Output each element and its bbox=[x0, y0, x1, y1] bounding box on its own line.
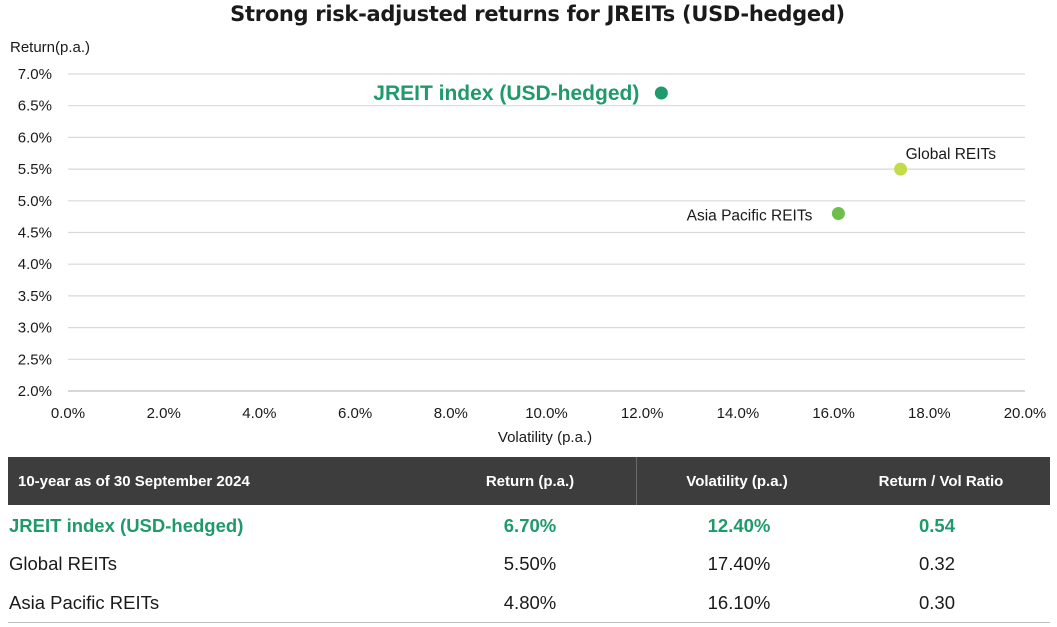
row-volatility: 12.40% bbox=[707, 515, 771, 536]
y-axis-label: Return(p.a.) bbox=[10, 39, 90, 56]
data-point-label: Asia Pacific REITs bbox=[687, 207, 813, 224]
chart-title: Strong risk-adjusted returns for JREITs … bbox=[230, 2, 845, 26]
header-ratio: Return / Vol Ratio bbox=[878, 473, 1004, 490]
x-tick-label: 20.0% bbox=[1004, 405, 1047, 422]
y-tick-label: 7.0% bbox=[18, 66, 52, 83]
x-tick-label: 0.0% bbox=[51, 405, 85, 422]
table-row: Global REITs 5.50% 17.40% 0.32 bbox=[8, 544, 1050, 583]
x-tick-label: 10.0% bbox=[525, 405, 568, 422]
y-tick-label: 3.5% bbox=[18, 288, 52, 305]
x-tick-label: 18.0% bbox=[908, 405, 951, 422]
data-point bbox=[831, 206, 845, 220]
y-tick-label: 4.0% bbox=[18, 256, 52, 273]
table-row: Asia Pacific REITs 4.80% 16.10% 0.30 bbox=[8, 583, 1050, 622]
y-tick-label: 3.0% bbox=[18, 320, 52, 337]
x-axis-label: Volatility (p.a.) bbox=[498, 429, 592, 446]
y-tick-label: 4.5% bbox=[18, 225, 52, 242]
data-point-label: JREIT index (USD-hedged) bbox=[373, 82, 639, 105]
y-tick-label: 6.0% bbox=[18, 129, 52, 146]
row-volatility: 17.40% bbox=[707, 553, 771, 574]
table-header: 10-year as of 30 September 2024 Return (… bbox=[8, 457, 1050, 505]
x-tick-label: 16.0% bbox=[812, 405, 855, 422]
header-period: 10-year as of 30 September 2024 bbox=[18, 473, 250, 490]
scatter-chart: Return(p.a.) 2.0% 2.5% 3.0% 3.5% 4.0% 4.5% 5.0… bbox=[10, 39, 1047, 446]
x-tick-label: 6.0% bbox=[338, 405, 372, 422]
y-tick-label: 5.0% bbox=[18, 193, 52, 210]
header-volatility: Volatility (p.a.) bbox=[686, 473, 788, 490]
y-tick-label: 6.5% bbox=[18, 98, 52, 115]
row-ratio: 0.54 bbox=[918, 515, 955, 536]
table-row: JREIT index (USD-hedged) 6.70% 12.40% 0.… bbox=[8, 505, 1050, 544]
row-ratio: 0.30 bbox=[918, 592, 955, 613]
x-tick-label: 14.0% bbox=[717, 405, 760, 422]
row-return: 6.70% bbox=[503, 515, 557, 536]
row-return: 5.50% bbox=[503, 553, 557, 574]
y-tick-label: 2.0% bbox=[18, 383, 52, 400]
x-tick-label: 12.0% bbox=[621, 405, 664, 422]
table-bottom-rule bbox=[8, 622, 1050, 623]
data-point bbox=[894, 162, 908, 176]
y-tick-label: 2.5% bbox=[18, 351, 52, 368]
summary-table: 10-year as of 30 September 2024 Return (… bbox=[8, 457, 1050, 623]
data-point bbox=[654, 86, 668, 100]
header-return: Return (p.a.) bbox=[485, 473, 575, 490]
row-volatility: 16.10% bbox=[707, 592, 771, 613]
row-ratio: 0.32 bbox=[918, 553, 955, 574]
row-name: Asia Pacific REITs bbox=[9, 592, 160, 613]
row-name: Global REITs bbox=[9, 553, 117, 574]
header-divider bbox=[636, 457, 637, 505]
x-tick-label: 4.0% bbox=[242, 405, 276, 422]
row-name: JREIT index (USD-hedged) bbox=[9, 515, 244, 536]
x-tick-label: 2.0% bbox=[147, 405, 181, 422]
y-tick-label: 5.5% bbox=[18, 161, 52, 178]
row-return: 4.80% bbox=[503, 592, 557, 613]
data-point-label: Global REITs bbox=[906, 146, 997, 163]
x-tick-label: 8.0% bbox=[434, 405, 468, 422]
